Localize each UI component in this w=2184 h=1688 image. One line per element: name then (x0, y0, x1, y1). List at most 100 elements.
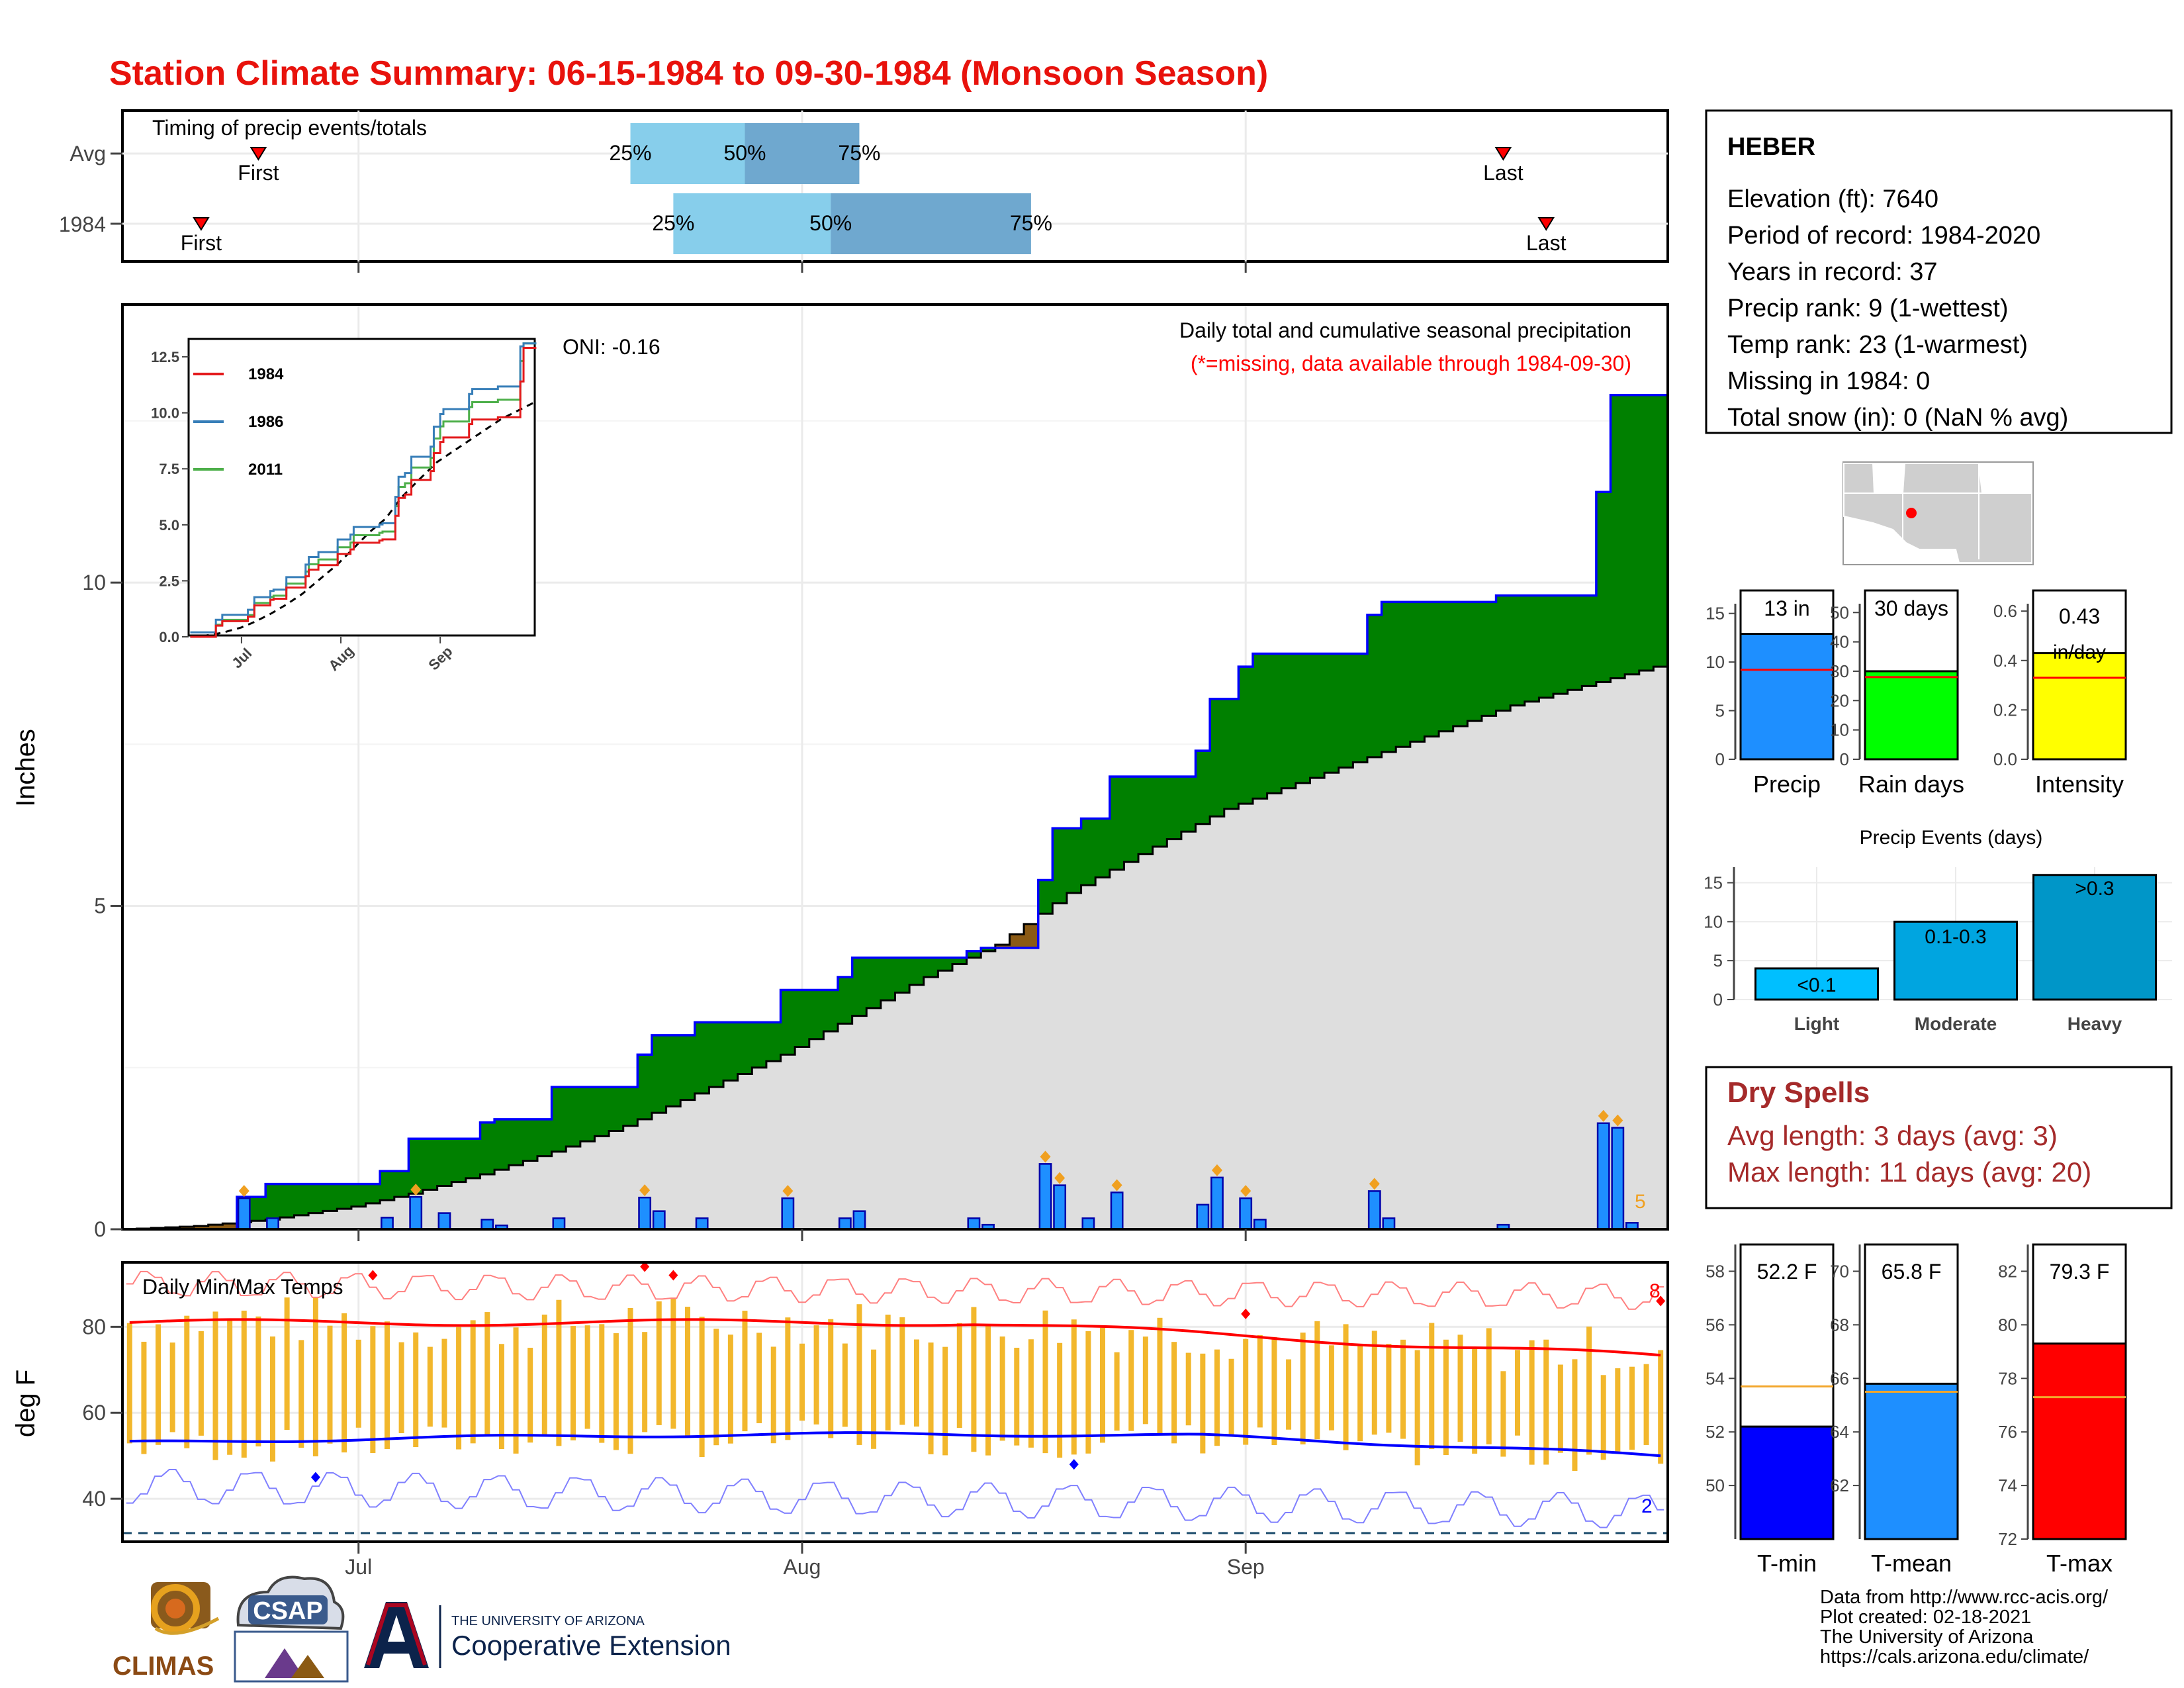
daily-precip-bar (852, 1210, 866, 1231)
events-y-label: 5 (1713, 951, 1723, 970)
daily-temp-range-bar (1429, 1323, 1435, 1450)
daily-temp-range-bar (985, 1325, 991, 1456)
above-average-area (1481, 602, 1497, 716)
daily-temp-range-bar (1586, 1327, 1592, 1455)
above-average-area (465, 1139, 481, 1178)
average-low-line (129, 1431, 1661, 1458)
daily-precip-bar (695, 1217, 709, 1231)
extreme-precip-marker (1598, 1109, 1609, 1122)
daily-temp-range-bar (785, 1317, 791, 1440)
below-average-area (194, 1226, 209, 1229)
daily-temp-range-bar (1286, 1359, 1292, 1430)
temp-bar-label: T-min (1757, 1550, 1817, 1577)
temp-series (126, 1261, 1666, 1528)
station-line: Years in record: 37 (1727, 258, 1938, 286)
precip-count-label: 5 (1635, 1191, 1646, 1213)
daily-temp-range-bar (999, 1336, 1005, 1441)
daily-temp-range-bar (427, 1346, 433, 1427)
above-average-area (1167, 776, 1182, 839)
timing-q25-label: 25% (609, 141, 651, 165)
precip-events-chart: Precip Events (days) 0 5 10 15 <0.1 Light 0.1-… (1704, 827, 2172, 1034)
above-average-area (909, 957, 925, 985)
daily-temp-range-bar (1185, 1352, 1191, 1426)
temperature-bar-charts: 50 52 54 56 58 52.2 F T-min 62 64 66 68 70 65.8 F T-m… (1706, 1243, 2127, 1577)
station-line: Missing in 1984: 0 (1727, 367, 1930, 395)
mini-y-label: 0 (1715, 749, 1725, 769)
temp-bar (2032, 1342, 2127, 1540)
daily-temp-range-bar (713, 1329, 719, 1446)
above-average-area (866, 957, 882, 1008)
dry-max: Max length: 11 days (avg: 20) (1727, 1156, 2091, 1188)
above-average-area (1639, 395, 1654, 671)
csap-logo: CSAP (234, 1575, 349, 1683)
above-average-area (1381, 602, 1396, 753)
daily-temp-range-bar (498, 1344, 504, 1450)
daily-temp-range-bar (1643, 1364, 1649, 1445)
footer-line: https://cals.arizona.edu/climate/ (1820, 1646, 2089, 1667)
above-average-area (680, 1035, 696, 1100)
daily-temp-range-bar (1099, 1327, 1105, 1443)
ua-big-text: Cooperative Extension (451, 1630, 731, 1661)
above-average-area (566, 1087, 581, 1147)
daily-temp-range-bar (1443, 1339, 1449, 1456)
temp-bar-y-label: 74 (1998, 1476, 2017, 1495)
above-average-area (1052, 828, 1068, 904)
dry-title: Dry Spells (1727, 1076, 1870, 1109)
temp-bar (1739, 1425, 1835, 1540)
timing-bars: 25% 50% 75% First Last 25% 50% 75% First Last (181, 123, 1567, 255)
below-average-area (222, 1223, 238, 1229)
daily-temp-range-bar (341, 1313, 347, 1453)
above-average-area (981, 948, 996, 951)
daily-precip-bar (1239, 1197, 1253, 1231)
daily-temp-range-bar (470, 1320, 476, 1444)
station-line: Elevation (ft): 7640 (1727, 185, 1938, 213)
y-tick-label: 80 (82, 1315, 106, 1338)
daily-precip-bar (1110, 1192, 1124, 1231)
climas-logo-text: CLIMAS (113, 1652, 214, 1681)
mini-y-label: 0 (1840, 749, 1849, 769)
above-average-area (1138, 776, 1154, 855)
y-tick-label: 10 (82, 571, 106, 594)
x-tick-label: Jul (345, 1555, 372, 1579)
daily-temp-range-bar (1543, 1339, 1549, 1465)
above-average-area (1396, 602, 1411, 747)
extreme-precip-marker (639, 1184, 651, 1197)
above-average-area (308, 1184, 324, 1213)
temp-bar-y-label: 58 (1706, 1261, 1725, 1281)
above-average-area (666, 1035, 681, 1107)
temp-ylabel: deg F (11, 1370, 40, 1437)
above-average-area (780, 990, 796, 1055)
temp-panel: 40 60 80 deg F Daily Min/Max Temps 8 2 (11, 1261, 1669, 1543)
above-average-area (337, 1184, 352, 1209)
mini-bar-value: 0.43 (2059, 604, 2100, 628)
daily-temp-range-bar (1200, 1353, 1206, 1454)
events-category-label: Moderate (1915, 1013, 1997, 1034)
above-average-area (880, 957, 896, 1001)
above-average-area (1152, 776, 1167, 847)
last-event-marker (1494, 147, 1512, 161)
above-average-area (1066, 828, 1082, 893)
timing-row-avg-label: Avg (69, 142, 106, 165)
daily-precip-bar (1038, 1163, 1052, 1231)
average-cumulative-line (122, 665, 1668, 1231)
temp-bar-y-label: 70 (1830, 1261, 1849, 1281)
daily-temp-range-bar (727, 1335, 733, 1444)
above-average-area (1195, 751, 1210, 824)
daily-temp-range-bar (126, 1323, 132, 1444)
inset-average-line (190, 402, 534, 638)
daily-temp-range-bar (1486, 1328, 1492, 1444)
last-event-label: Last (1526, 231, 1567, 255)
daily-temp-range-bar (1343, 1324, 1349, 1450)
daily-precip-bar (967, 1217, 981, 1231)
daily-temp-range-bar (169, 1342, 175, 1432)
above-average-area (480, 1122, 495, 1174)
daily-temp-range-bar (813, 1325, 819, 1425)
average-cumulative-area (122, 667, 1668, 1229)
temp-bar-y-label: 50 (1706, 1476, 1725, 1495)
station-line: Period of record: 1984-2020 (1727, 222, 2040, 250)
daily-temp-range-bar (1014, 1348, 1020, 1446)
daily-temp-range-bar (413, 1332, 419, 1448)
temp-bar-y-label: 80 (1998, 1315, 2017, 1335)
above-average-area (1439, 602, 1454, 731)
daily-temp-range-bar (1572, 1359, 1578, 1471)
